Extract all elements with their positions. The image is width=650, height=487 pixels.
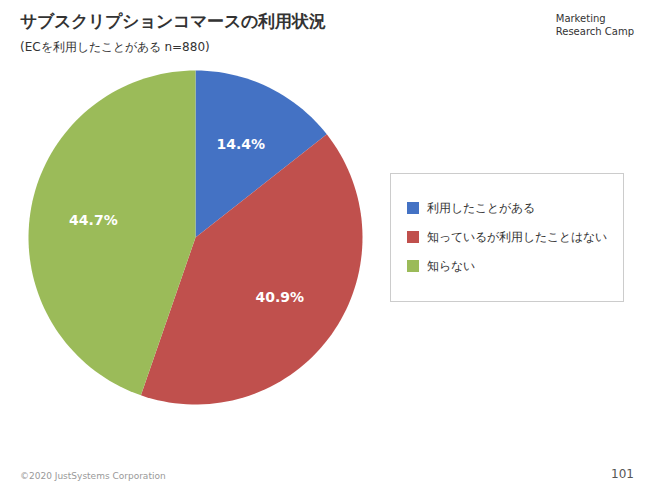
- html-text:©2020 JustSystems Corporation: ©2020 JustSystems Corporation: [20, 471, 166, 481]
- html-text:利用したことがある: 利用したことがある: [427, 200, 535, 215]
- html-text:知らない: 知らない: [427, 258, 475, 273]
- svg-text:40.9%: 40.9%: [256, 289, 305, 305]
- html-text:101: 101: [611, 467, 634, 481]
- svg-text:14.4%: 14.4%: [216, 136, 265, 152]
- html-text:(ECを利用したことがある n=880): (ECを利用したことがある n=880): [20, 40, 210, 54]
- svg-text:44.7%: 44.7%: [69, 212, 118, 228]
- html-text:Research Camp: Research Camp: [555, 26, 634, 37]
- html-text:知っているが利用したことはない: 知っているが利用したことはない: [427, 229, 607, 244]
- html-text:Marketing: Marketing: [555, 13, 606, 24]
- html-text:サブスクリプションコマースの利用状況: サブスクリプションコマースの利用状況: [20, 11, 326, 31]
